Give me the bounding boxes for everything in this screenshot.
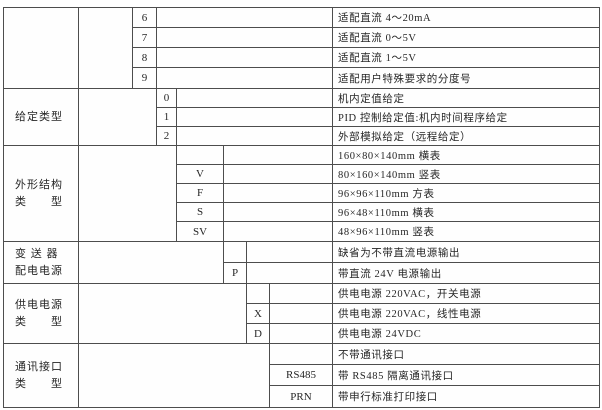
description-cell: 适配用户特殊要求的分度号	[333, 68, 600, 89]
category-cell: 供电电源类 型	[4, 284, 79, 344]
category-cell: 通讯接口类 型	[4, 344, 79, 408]
description-cell: 48×96×110mm 竖表	[333, 222, 600, 242]
description-cell: 不带通讯接口	[333, 344, 600, 365]
code-cell: 7	[133, 28, 157, 48]
category-label-line: 变 送 器	[15, 247, 59, 260]
spacer-cell	[224, 146, 333, 165]
description-cell: 80×160×140mm 竖表	[333, 165, 600, 184]
description-cell: 带直流 24V 电源输出	[333, 263, 600, 284]
code-cell: 0	[157, 89, 177, 108]
code-cell: D	[247, 324, 270, 344]
code-cell: P	[224, 263, 247, 284]
spacer-cell	[224, 222, 333, 242]
description-cell: 缺省为不带直流电源输出	[333, 242, 600, 263]
category-cell: 变 送 器配电电源	[4, 242, 79, 284]
code-cell: 6	[133, 8, 157, 28]
description-cell: 160×80×140mm 横表	[333, 146, 600, 165]
code-cell: V	[177, 165, 224, 184]
spacer-cell	[79, 344, 270, 408]
description-cell: 96×48×110mm 横表	[333, 203, 600, 222]
code-cell: 9	[133, 68, 157, 89]
description-cell: 96×96×110mm 方表	[333, 184, 600, 203]
spacer-cell	[157, 48, 333, 68]
spacer-cell	[79, 89, 157, 146]
description-cell: 供电电源 220VAC，开关电源	[333, 284, 600, 304]
spacer-cell	[177, 108, 333, 127]
spacer-cell	[224, 203, 333, 222]
category-label-line: 给定类型	[15, 110, 63, 123]
model-selection-table: 6 适配直流 4～20mA 7 适配直流 0～5V 8 适配直流 1～5V 9 适配用户特殊要…	[3, 7, 600, 408]
spacer-cell	[177, 89, 333, 108]
description-cell: 供电电源 24VDC	[333, 324, 600, 344]
code-cell: 1	[157, 108, 177, 127]
category-cell: 给定类型	[4, 89, 79, 146]
description-cell: 适配直流 1～5V	[333, 48, 600, 68]
description-cell: 外部模拟给定（远程给定）	[333, 127, 600, 146]
code-cell	[270, 344, 333, 365]
spacer-cell	[157, 68, 333, 89]
description-cell: 适配直流 4～20mA	[333, 8, 600, 28]
code-cell	[224, 242, 247, 263]
spacer-cell	[224, 184, 333, 203]
spacer-cell	[247, 263, 333, 284]
description-cell: 供电电源 220VAC，线性电源	[333, 304, 600, 324]
description-cell: 机内定值给定	[333, 89, 600, 108]
spacer-cell	[79, 146, 177, 242]
category-cell	[4, 8, 79, 89]
code-cell	[177, 146, 224, 165]
spacer-cell	[177, 127, 333, 146]
spacer-cell	[270, 284, 333, 304]
code-cell: RS485	[270, 365, 333, 386]
code-cell: 2	[157, 127, 177, 146]
spacer-cell	[79, 284, 247, 344]
code-cell: 8	[133, 48, 157, 68]
code-cell: SV	[177, 222, 224, 242]
category-label-line: 通讯接口	[15, 360, 63, 373]
category-label-line: 类 型	[15, 195, 63, 208]
description-cell: 带申行标准打印接口	[333, 386, 600, 408]
description-cell: 适配直流 0～5V	[333, 28, 600, 48]
category-label-line: 类 型	[15, 315, 63, 328]
spacer-cell	[224, 165, 333, 184]
description-cell: PID 控制给定值:机内时间程序给定	[333, 108, 600, 127]
spacer-cell	[270, 324, 333, 344]
description-cell: 带 RS485 隔离通讯接口	[333, 365, 600, 386]
spacer-cell	[247, 242, 333, 263]
spacer-cell	[157, 8, 333, 28]
spacer-cell	[79, 242, 224, 284]
code-cell: X	[247, 304, 270, 324]
category-label-line: 外形结构	[15, 178, 63, 191]
code-cell: PRN	[270, 386, 333, 408]
category-cell: 外形结构类 型	[4, 146, 79, 242]
category-label-line: 配电电源	[15, 264, 63, 277]
code-cell: S	[177, 203, 224, 222]
code-cell: F	[177, 184, 224, 203]
spacer-cell	[157, 28, 333, 48]
code-cell	[247, 284, 270, 304]
category-label-line: 供电电源	[15, 298, 63, 311]
category-label-line: 类 型	[15, 377, 63, 390]
spacer-cell	[79, 8, 133, 89]
spacer-cell	[270, 304, 333, 324]
